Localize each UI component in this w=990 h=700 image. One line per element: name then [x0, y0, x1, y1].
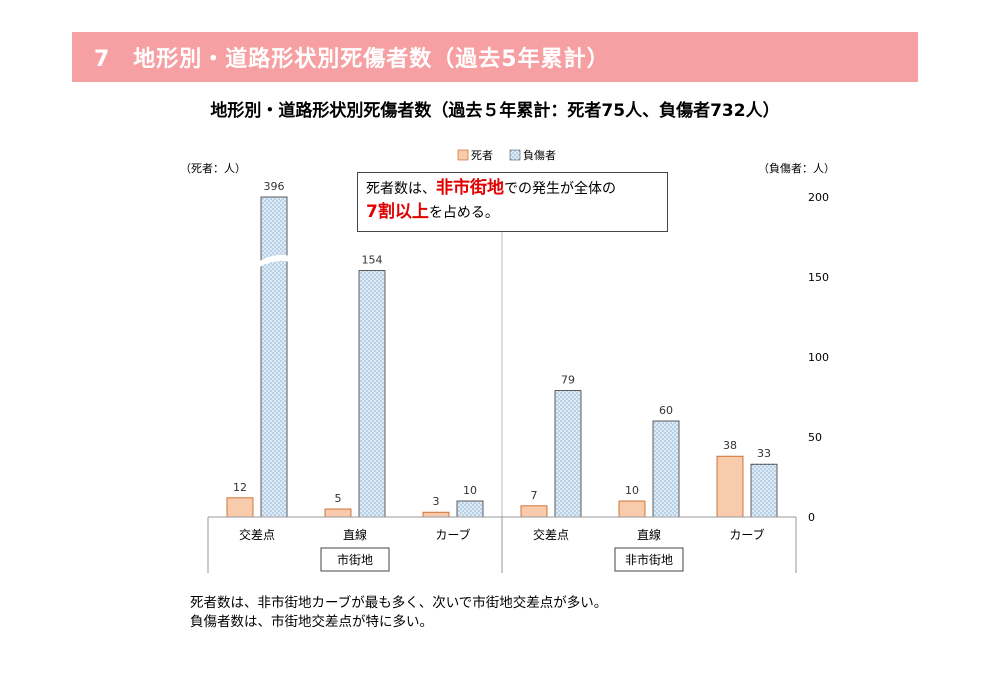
data-label-deaths: 10 — [625, 484, 639, 497]
bar-injured — [358, 270, 386, 518]
left-axis-unit: （死者：人） — [180, 162, 246, 175]
chart-title: 地形別・道路形状別死傷者数（過去５年累計：死者75人、負傷者732人） — [210, 101, 780, 121]
group-label: 非市街地 — [625, 552, 673, 567]
bar-deaths — [716, 455, 744, 518]
bar-injured — [652, 420, 680, 518]
y-tick-label: 150 — [808, 271, 829, 284]
bar-deaths — [520, 505, 548, 518]
data-label-deaths: 38 — [723, 439, 737, 452]
callout-highlight-2: 7割以上 — [366, 202, 429, 222]
data-label-injured: 396 — [264, 180, 285, 193]
y-tick-label: 0 — [808, 511, 815, 524]
callout-highlight-1: 非市街地 — [436, 178, 504, 198]
data-label-injured: 79 — [561, 374, 575, 387]
note-line-2: 負傷者数は、市街地交差点が特に多い。 — [190, 614, 433, 630]
legend-swatch-injured — [509, 149, 521, 161]
bar-deaths — [324, 508, 352, 518]
category-label: 直線 — [343, 527, 367, 542]
summary-notes: 死者数は、非市街地カーブが最も多く、次いで市街地交差点が多い。 負傷者数は、市街… — [190, 594, 607, 632]
bar-deaths — [422, 511, 450, 518]
category-label: 交差点 — [239, 527, 275, 542]
data-label-injured: 154 — [362, 254, 383, 267]
category-label: 交差点 — [533, 527, 569, 542]
legend-swatch-deaths — [457, 149, 469, 161]
y-tick-label: 200 — [808, 191, 829, 204]
bar-injured — [554, 390, 582, 518]
data-label-injured: 60 — [659, 404, 673, 417]
category-label: 直線 — [637, 527, 661, 542]
data-label-injured: 10 — [463, 484, 477, 497]
y-tick-label: 50 — [808, 431, 822, 444]
legend-label-injured: 負傷者 — [523, 148, 556, 162]
data-label-deaths: 3 — [433, 495, 440, 508]
callout-text-3: を占める。 — [428, 205, 499, 221]
data-label-deaths: 12 — [233, 481, 247, 494]
data-label-injured: 33 — [757, 447, 771, 460]
y-tick-label: 100 — [808, 351, 829, 364]
data-label-deaths: 5 — [335, 492, 342, 505]
bar-injured — [456, 500, 484, 518]
axis-break-marker — [258, 254, 290, 268]
callout-text-2: での発生が全体の — [504, 181, 616, 197]
legend-label-deaths: 死者 — [471, 149, 493, 162]
note-line-1: 死者数は、非市街地カーブが最も多く、次いで市街地交差点が多い。 — [190, 595, 608, 611]
callout-text-1: 死者数は、 — [366, 181, 436, 197]
category-label: カーブ — [435, 527, 470, 542]
right-axis-unit: （負傷者：人） — [758, 161, 835, 175]
data-label-deaths: 7 — [531, 489, 538, 502]
section-header: 7 地形別・道路形状別死傷者数（過去5年累計） — [72, 32, 918, 82]
category-label: カーブ — [729, 527, 764, 542]
group-label-box — [320, 547, 390, 572]
group-label-box — [614, 547, 684, 572]
section-title: 7 地形別・道路形状別死傷者数（過去5年累計） — [94, 47, 610, 72]
bar-injured — [260, 196, 288, 518]
group-label: 市街地 — [337, 552, 373, 567]
bar-deaths — [226, 497, 254, 518]
bar-deaths — [618, 500, 646, 518]
callout-box: 死者数は、非市街地での発生が全体の 7割以上を占める。 — [357, 172, 668, 232]
bar-injured — [750, 463, 778, 518]
